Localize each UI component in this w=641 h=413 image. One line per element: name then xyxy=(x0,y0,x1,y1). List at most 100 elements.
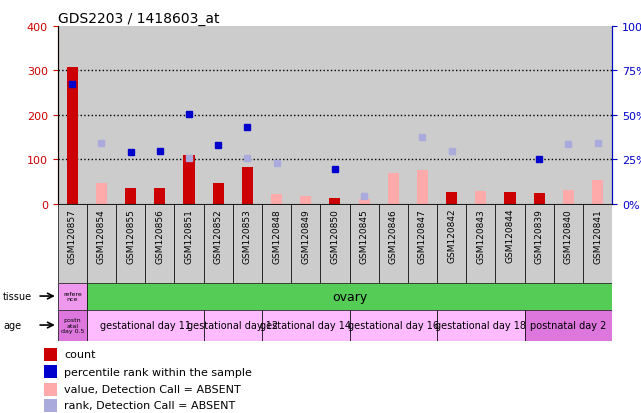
Bar xyxy=(437,204,466,283)
Bar xyxy=(534,193,545,204)
Text: GSM120856: GSM120856 xyxy=(155,209,164,263)
Bar xyxy=(174,204,204,283)
Bar xyxy=(524,27,554,204)
Bar xyxy=(524,310,612,341)
Text: gestational day 16: gestational day 16 xyxy=(348,320,439,330)
Bar xyxy=(271,194,282,204)
Bar xyxy=(300,197,312,204)
Bar xyxy=(213,183,224,204)
Bar xyxy=(388,197,399,204)
Text: percentile rank within the sample: percentile rank within the sample xyxy=(64,367,252,377)
Bar xyxy=(262,204,291,283)
Text: count: count xyxy=(64,349,96,359)
Bar xyxy=(262,310,349,341)
Text: GSM120857: GSM120857 xyxy=(68,209,77,263)
Bar xyxy=(466,204,495,283)
Bar xyxy=(495,204,524,283)
Text: tissue: tissue xyxy=(3,291,32,301)
Bar xyxy=(437,27,466,204)
Bar xyxy=(417,170,428,204)
Bar xyxy=(358,199,370,204)
Bar xyxy=(320,204,349,283)
Bar xyxy=(320,27,349,204)
Bar xyxy=(466,27,495,204)
Text: gestational day 18: gestational day 18 xyxy=(435,320,526,330)
Bar xyxy=(563,190,574,204)
Bar xyxy=(58,283,87,310)
Bar xyxy=(417,195,428,204)
Bar xyxy=(388,173,399,204)
Text: age: age xyxy=(3,320,21,330)
Bar xyxy=(44,382,57,396)
Text: gestational day 11: gestational day 11 xyxy=(100,320,191,330)
Bar xyxy=(291,204,320,283)
Text: GSM120842: GSM120842 xyxy=(447,209,456,263)
Text: GSM120844: GSM120844 xyxy=(506,209,515,263)
Bar xyxy=(262,27,291,204)
Text: rank, Detection Call = ABSENT: rank, Detection Call = ABSENT xyxy=(64,400,235,410)
Bar xyxy=(592,181,603,204)
Bar xyxy=(475,191,487,204)
Bar xyxy=(58,310,87,341)
Bar xyxy=(146,204,174,283)
Bar xyxy=(524,204,554,283)
Bar xyxy=(116,204,146,283)
Text: GSM120845: GSM120845 xyxy=(360,209,369,263)
Bar xyxy=(116,27,146,204)
Bar xyxy=(504,192,515,204)
Bar xyxy=(154,189,165,204)
Text: GSM120853: GSM120853 xyxy=(243,209,252,263)
Bar xyxy=(583,204,612,283)
Bar xyxy=(349,204,379,283)
Bar xyxy=(563,195,574,204)
Bar xyxy=(349,310,437,341)
Bar xyxy=(437,310,524,341)
Text: GSM120839: GSM120839 xyxy=(535,209,544,263)
Bar xyxy=(44,348,57,361)
Bar xyxy=(58,27,87,204)
Bar xyxy=(554,27,583,204)
Bar xyxy=(408,204,437,283)
Bar xyxy=(300,199,312,204)
Bar xyxy=(495,27,524,204)
Bar xyxy=(183,156,195,204)
Text: gestational day 12: gestational day 12 xyxy=(187,320,278,330)
Bar xyxy=(271,197,282,204)
Bar xyxy=(408,27,437,204)
Bar xyxy=(349,27,379,204)
Bar xyxy=(242,168,253,204)
Bar xyxy=(379,27,408,204)
Bar xyxy=(44,366,57,378)
Bar xyxy=(204,310,262,341)
Text: GSM120855: GSM120855 xyxy=(126,209,135,263)
Text: ovary: ovary xyxy=(332,290,367,303)
Bar xyxy=(87,204,116,283)
Text: refere
nce: refere nce xyxy=(63,291,81,302)
Bar xyxy=(174,27,204,204)
Text: postnatal day 2: postnatal day 2 xyxy=(530,320,606,330)
Bar xyxy=(58,204,87,283)
Bar xyxy=(87,27,116,204)
Bar xyxy=(291,27,320,204)
Bar xyxy=(44,399,57,411)
Bar xyxy=(358,200,370,204)
Bar xyxy=(329,199,340,204)
Bar xyxy=(87,310,204,341)
Text: GSM120852: GSM120852 xyxy=(213,209,222,263)
Text: GSM120846: GSM120846 xyxy=(389,209,398,263)
Bar xyxy=(233,27,262,204)
Bar xyxy=(446,192,457,204)
Bar xyxy=(125,189,136,204)
Text: GSM120851: GSM120851 xyxy=(185,209,194,263)
Text: GDS2203 / 1418603_at: GDS2203 / 1418603_at xyxy=(58,12,219,26)
Text: GSM120843: GSM120843 xyxy=(476,209,485,263)
Bar xyxy=(233,204,262,283)
Bar xyxy=(96,183,107,204)
Text: value, Detection Call = ABSENT: value, Detection Call = ABSENT xyxy=(64,384,241,394)
Bar xyxy=(475,192,487,204)
Text: postn
atal
day 0.5: postn atal day 0.5 xyxy=(61,317,84,334)
Text: GSM120854: GSM120854 xyxy=(97,209,106,263)
Text: GSM120849: GSM120849 xyxy=(301,209,310,263)
Text: GSM120850: GSM120850 xyxy=(330,209,340,263)
Bar xyxy=(146,27,174,204)
